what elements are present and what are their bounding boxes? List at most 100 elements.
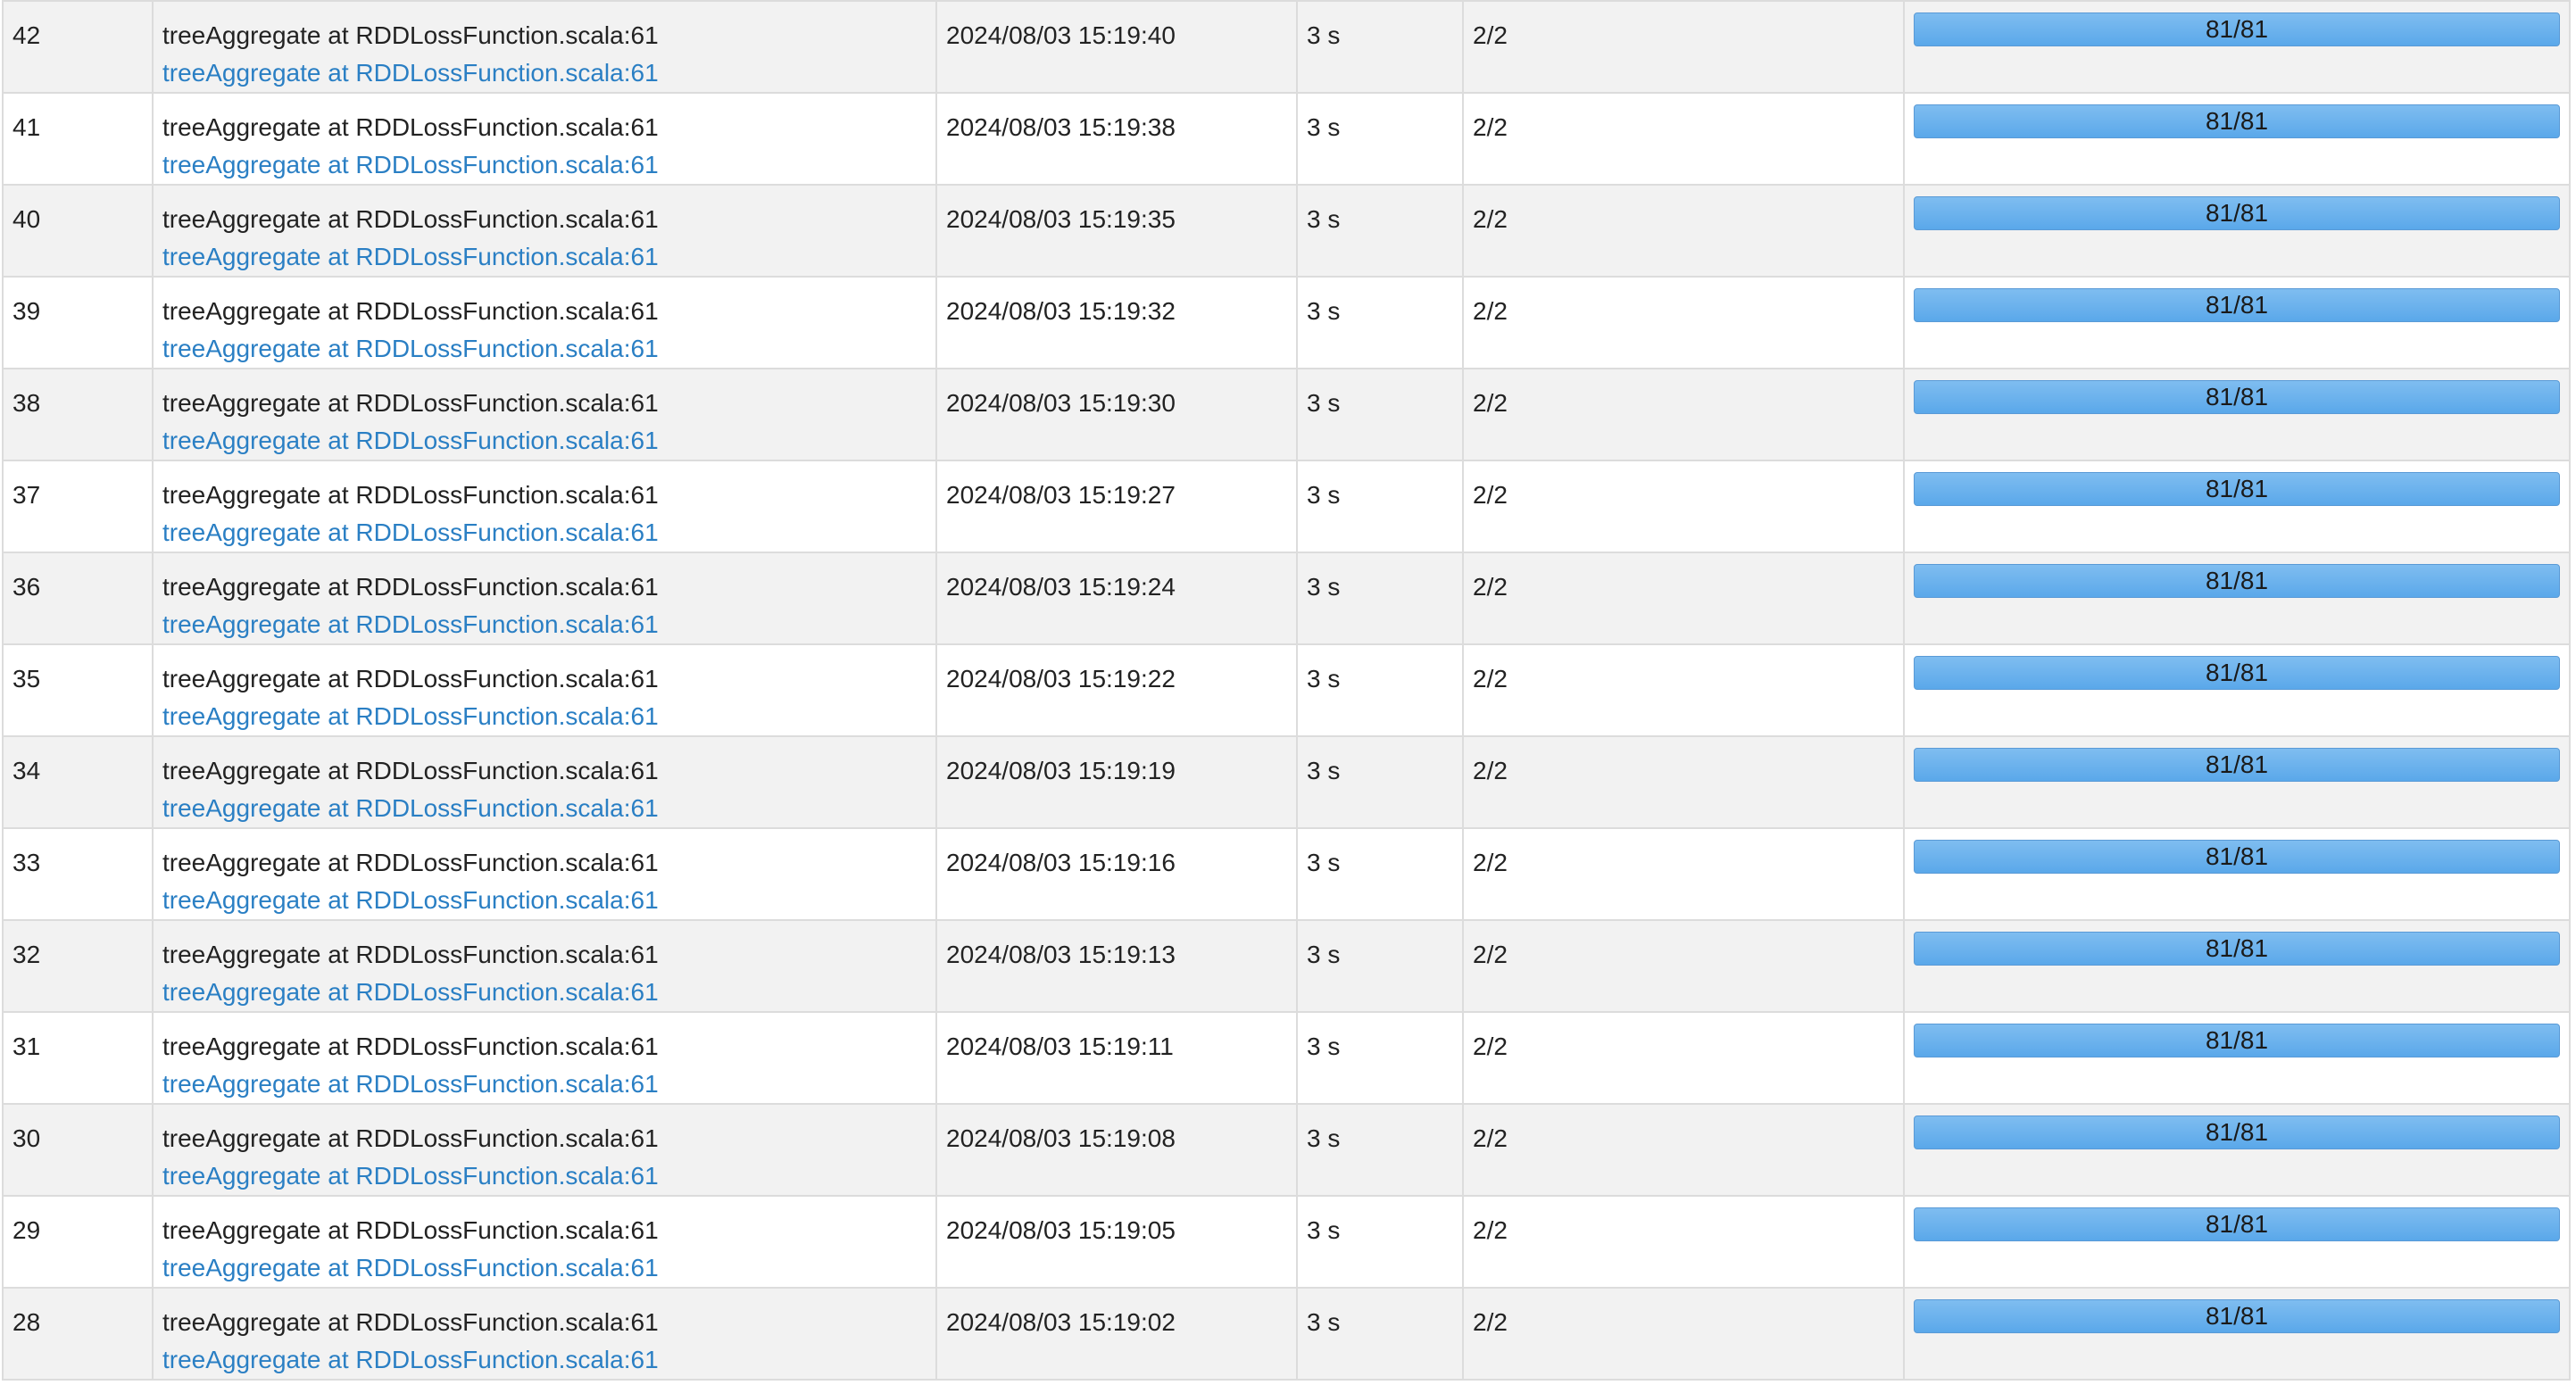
job-tasks-cell: 81/81 <box>1903 1103 2571 1197</box>
tasks-progress-bar: 81/81 <box>1914 932 2560 966</box>
tasks-progress-bar: 81/81 <box>1914 472 2560 506</box>
job-id: 34 <box>12 757 41 784</box>
job-description-link[interactable]: treeAggregate at RDDLossFunction.scala:6… <box>162 886 659 914</box>
job-submitted-cell: 2024/08/03 15:19:02 <box>935 1287 1298 1381</box>
job-description-link[interactable]: treeAggregate at RDDLossFunction.scala:6… <box>162 335 659 362</box>
job-duration: 3 s <box>1307 1216 1341 1244</box>
job-stages-cell: 2/2 <box>1462 0 1905 94</box>
job-submitted-cell: 2024/08/03 15:19:16 <box>935 827 1298 921</box>
job-id: 32 <box>12 941 41 968</box>
job-description-cell: treeAggregate at RDDLossFunction.scala:6… <box>152 827 937 921</box>
job-tasks-cell: 81/81 <box>1903 919 2571 1013</box>
job-tasks-cell: 81/81 <box>1903 184 2571 278</box>
table-row: 41 treeAggregate at RDDLossFunction.scal… <box>2 92 2571 186</box>
job-description-link[interactable]: treeAggregate at RDDLossFunction.scala:6… <box>162 243 659 270</box>
job-submitted-cell: 2024/08/03 15:19:30 <box>935 368 1298 461</box>
job-description: treeAggregate at RDDLossFunction.scala:6… <box>162 21 659 49</box>
job-description-link[interactable]: treeAggregate at RDDLossFunction.scala:6… <box>162 610 659 638</box>
tasks-progress-label: 81/81 <box>2205 291 2269 319</box>
job-description: treeAggregate at RDDLossFunction.scala:6… <box>162 113 659 141</box>
job-id: 41 <box>12 113 41 141</box>
job-submitted-cell: 2024/08/03 15:19:32 <box>935 276 1298 369</box>
job-duration: 3 s <box>1307 113 1341 141</box>
job-description-link[interactable]: treeAggregate at RDDLossFunction.scala:6… <box>162 1254 659 1281</box>
job-id-cell: 38 <box>2 368 154 461</box>
job-submitted: 2024/08/03 15:19:38 <box>946 113 1176 141</box>
job-id-cell: 34 <box>2 735 154 829</box>
job-id: 31 <box>12 1033 41 1060</box>
job-description-link[interactable]: treeAggregate at RDDLossFunction.scala:6… <box>162 427 659 454</box>
job-stages: 2/2 <box>1473 573 1508 601</box>
job-description-cell: treeAggregate at RDDLossFunction.scala:6… <box>152 368 937 461</box>
job-description-cell: treeAggregate at RDDLossFunction.scala:6… <box>152 1011 937 1105</box>
table-row: 37 treeAggregate at RDDLossFunction.scal… <box>2 460 2571 553</box>
job-duration-cell: 3 s <box>1296 643 1464 737</box>
job-description-link[interactable]: treeAggregate at RDDLossFunction.scala:6… <box>162 518 659 546</box>
tasks-progress-bar: 81/81 <box>1914 1115 2560 1149</box>
job-id-cell: 37 <box>2 460 154 553</box>
job-tasks-cell: 81/81 <box>1903 643 2571 737</box>
table-row: 39 treeAggregate at RDDLossFunction.scal… <box>2 276 2571 369</box>
job-description-link[interactable]: treeAggregate at RDDLossFunction.scala:6… <box>162 1162 659 1190</box>
job-tasks-cell: 81/81 <box>1903 92 2571 186</box>
job-duration: 3 s <box>1307 665 1341 692</box>
tasks-progress-bar: 81/81 <box>1914 380 2560 414</box>
job-description-link[interactable]: treeAggregate at RDDLossFunction.scala:6… <box>162 1346 659 1373</box>
job-stages: 2/2 <box>1473 205 1508 233</box>
job-description-link[interactable]: treeAggregate at RDDLossFunction.scala:6… <box>162 1070 659 1098</box>
job-duration: 3 s <box>1307 297 1341 325</box>
job-tasks-cell: 81/81 <box>1903 1011 2571 1105</box>
job-stages: 2/2 <box>1473 481 1508 509</box>
job-submitted-cell: 2024/08/03 15:19:38 <box>935 92 1298 186</box>
job-id-cell: 40 <box>2 184 154 278</box>
job-description: treeAggregate at RDDLossFunction.scala:6… <box>162 205 659 233</box>
tasks-progress-label: 81/81 <box>2205 934 2269 962</box>
tasks-progress-label: 81/81 <box>2205 1210 2269 1238</box>
job-tasks-cell: 81/81 <box>1903 552 2571 645</box>
job-stages: 2/2 <box>1473 665 1508 692</box>
tasks-progress-label: 81/81 <box>2205 107 2269 135</box>
job-submitted: 2024/08/03 15:19:19 <box>946 757 1176 784</box>
job-description-link[interactable]: treeAggregate at RDDLossFunction.scala:6… <box>162 702 659 730</box>
job-submitted: 2024/08/03 15:19:05 <box>946 1216 1176 1244</box>
job-description: treeAggregate at RDDLossFunction.scala:6… <box>162 1124 659 1152</box>
job-stages-cell: 2/2 <box>1462 552 1905 645</box>
tasks-progress-label: 81/81 <box>2205 475 2269 502</box>
job-id-cell: 32 <box>2 919 154 1013</box>
job-description-link[interactable]: treeAggregate at RDDLossFunction.scala:6… <box>162 978 659 1006</box>
tasks-progress-bar: 81/81 <box>1914 1299 2560 1333</box>
job-tasks-cell: 81/81 <box>1903 1195 2571 1289</box>
tasks-progress-label: 81/81 <box>2205 1302 2269 1330</box>
tasks-progress-label: 81/81 <box>2205 383 2269 411</box>
job-id-cell: 30 <box>2 1103 154 1197</box>
job-duration: 3 s <box>1307 21 1341 49</box>
job-submitted: 2024/08/03 15:19:13 <box>946 941 1176 968</box>
job-description-link[interactable]: treeAggregate at RDDLossFunction.scala:6… <box>162 151 659 178</box>
job-duration-cell: 3 s <box>1296 92 1464 186</box>
job-submitted: 2024/08/03 15:19:02 <box>946 1308 1176 1336</box>
job-id: 36 <box>12 573 41 601</box>
job-id: 30 <box>12 1124 41 1152</box>
job-submitted: 2024/08/03 15:19:22 <box>946 665 1176 692</box>
job-description-link[interactable]: treeAggregate at RDDLossFunction.scala:6… <box>162 794 659 822</box>
tasks-progress-bar: 81/81 <box>1914 196 2560 230</box>
job-stages-cell: 2/2 <box>1462 735 1905 829</box>
job-id-cell: 28 <box>2 1287 154 1381</box>
table-row: 36 treeAggregate at RDDLossFunction.scal… <box>2 552 2571 645</box>
job-stages-cell: 2/2 <box>1462 460 1905 553</box>
job-description-cell: treeAggregate at RDDLossFunction.scala:6… <box>152 276 937 369</box>
job-tasks-cell: 81/81 <box>1903 368 2571 461</box>
job-stages-cell: 2/2 <box>1462 1287 1905 1381</box>
table-row: 31 treeAggregate at RDDLossFunction.scal… <box>2 1011 2571 1105</box>
job-stages: 2/2 <box>1473 1124 1508 1152</box>
job-stages: 2/2 <box>1473 1308 1508 1336</box>
job-description-cell: treeAggregate at RDDLossFunction.scala:6… <box>152 643 937 737</box>
job-id-cell: 33 <box>2 827 154 921</box>
tasks-progress-label: 81/81 <box>2205 659 2269 686</box>
job-submitted: 2024/08/03 15:19:40 <box>946 21 1176 49</box>
job-description-cell: treeAggregate at RDDLossFunction.scala:6… <box>152 92 937 186</box>
job-description-link[interactable]: treeAggregate at RDDLossFunction.scala:6… <box>162 59 659 87</box>
job-id: 38 <box>12 389 41 417</box>
